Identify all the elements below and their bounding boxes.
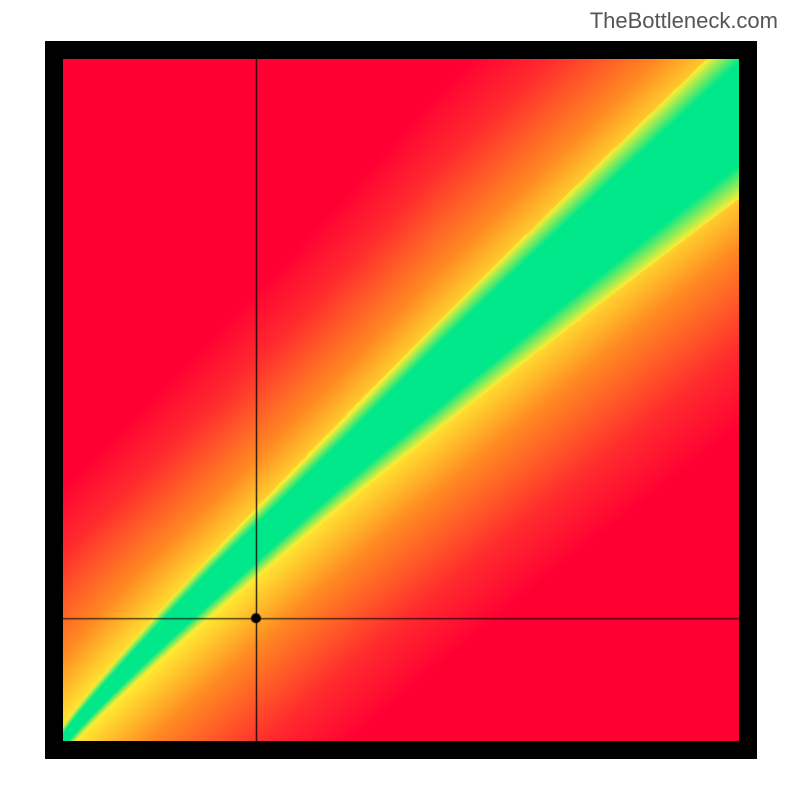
watermark-text: TheBottleneck.com (590, 8, 778, 34)
heatmap-canvas (63, 59, 739, 741)
bottleneck-heatmap (63, 59, 739, 741)
